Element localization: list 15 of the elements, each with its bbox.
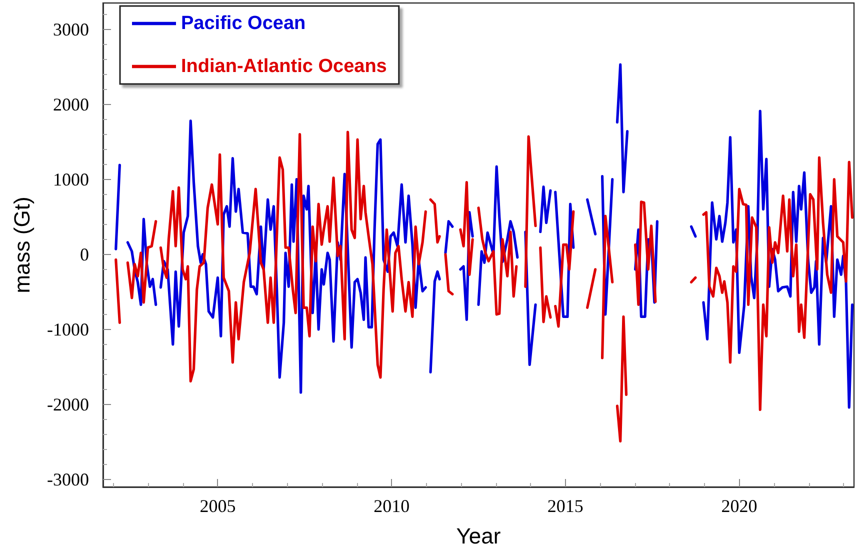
y-tick-label: -1000 <box>47 319 89 340</box>
y-tick-label: -3000 <box>47 469 89 490</box>
legend-label: Indian-Atlantic Oceans <box>181 56 387 77</box>
x-tick-label: 2010 <box>374 496 410 516</box>
y-tick-label: 1000 <box>53 169 89 190</box>
y-tick-label: 0 <box>80 244 89 264</box>
y-tick-label: 3000 <box>53 19 89 40</box>
x-axis-title: Year <box>456 524 501 548</box>
y-tick-label: 2000 <box>53 94 89 114</box>
x-tick-label: 2005 <box>200 496 236 516</box>
x-tick-label: 2015 <box>547 496 584 516</box>
y-axis-title: mass (Gt) <box>10 196 34 294</box>
x-tick-label: 2020 <box>721 496 758 516</box>
y-tick-label: -2000 <box>47 394 89 414</box>
legend-label: Pacific Ocean <box>181 13 306 34</box>
